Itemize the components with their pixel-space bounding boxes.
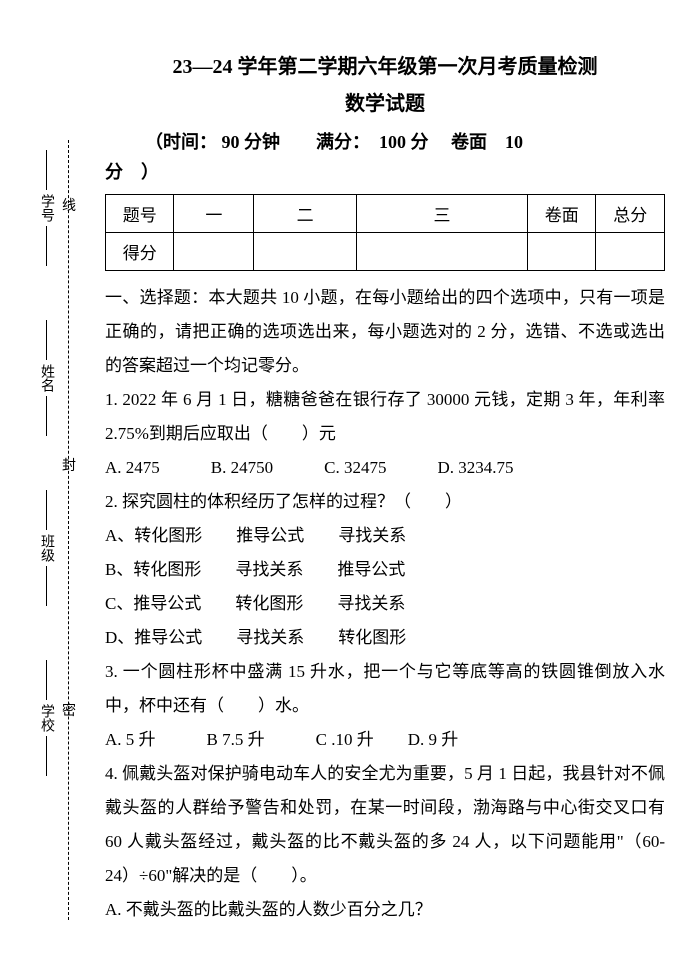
q3-options: A. 5 升 B 7.5 升 C .10 升 D. 9 升 <box>105 723 665 757</box>
td-blank <box>174 233 254 271</box>
q2-opt-c: C、推导公式 转化图形 寻找关系 <box>105 587 665 621</box>
table-row: 题号 一 二 三 卷面 总分 <box>106 195 665 233</box>
vline <box>46 736 47 776</box>
label-xuehao-group: 学号 <box>26 150 66 266</box>
vline <box>46 490 47 530</box>
questions-body: 一、选择题：本大题共 10 小题，在每小题给出的四个选项中，只有一项是正确的，请… <box>105 281 665 927</box>
td-label: 得分 <box>106 233 174 271</box>
td-blank <box>596 233 665 271</box>
q4-text: 4. 佩戴头盔对保护骑电动车人的安全尤为重要，5 月 1 日起，我县针对不佩戴头… <box>105 757 665 893</box>
th-three: 三 <box>356 195 527 233</box>
vline <box>46 660 47 700</box>
label-banji-group: 班级 <box>26 490 66 606</box>
exam-info-line2: 分 ） <box>105 158 665 184</box>
seal-mi: 密 <box>62 700 76 720</box>
q3-text: 3. 一个圆柱形杯中盛满 15 升水，把一个与它等底等高的铁圆锥倒放入水中，杯中… <box>105 655 665 723</box>
section-intro: 一、选择题：本大题共 10 小题，在每小题给出的四个选项中，只有一项是正确的，请… <box>105 281 665 383</box>
q4-opt-a: A. 不戴头盔的比戴头盔的人数少百分之几？ <box>105 893 665 927</box>
th-two: 二 <box>254 195 357 233</box>
main-content: 23—24 学年第二学期六年级第一次月考质量检测 数学试题 （时间： 90 分钟… <box>105 50 665 927</box>
q2-opt-d: D、推导公式 寻找关系 转化图形 <box>105 621 665 655</box>
td-blank <box>254 233 357 271</box>
seal-xian: 线 <box>62 195 76 215</box>
td-blank <box>356 233 527 271</box>
vline <box>46 320 47 360</box>
q1-options: A. 2475 B. 24750 C. 32475 D. 3234.75 <box>105 451 665 485</box>
fold-dashed-line <box>68 140 69 920</box>
label-banji: 班级 <box>36 534 56 562</box>
vline <box>46 566 47 606</box>
label-xuexiao: 学校 <box>36 704 56 732</box>
label-xuehao: 学号 <box>36 194 56 222</box>
th-one: 一 <box>174 195 254 233</box>
label-xingming-group: 姓名 <box>26 320 66 436</box>
vline <box>46 150 47 190</box>
table-row: 得分 <box>106 233 665 271</box>
exam-title-line1: 23—24 学年第二学期六年级第一次月考质量检测 <box>105 50 665 79</box>
exam-info-line1: （时间： 90 分钟 满分： 100 分 卷面 10 <box>105 128 665 154</box>
label-xingming: 姓名 <box>36 364 56 392</box>
q2-opt-b: B、转化图形 寻找关系 推导公式 <box>105 553 665 587</box>
score-table: 题号 一 二 三 卷面 总分 得分 <box>105 194 665 271</box>
binding-sidebar: 学号 线 姓名 封 班级 学校 密 <box>18 0 93 968</box>
vline <box>46 226 47 266</box>
th-total: 总分 <box>596 195 665 233</box>
th-label: 题号 <box>106 195 174 233</box>
q1-text: 1. 2022 年 6 月 1 日，糖糖爸爸在银行存了 30000 元钱，定期 … <box>105 383 665 451</box>
label-xuexiao-group: 学校 <box>26 660 66 776</box>
th-juanmian: 卷面 <box>528 195 596 233</box>
td-blank <box>528 233 596 271</box>
q2-opt-a: A、转化图形 推导公式 寻找关系 <box>105 519 665 553</box>
seal-feng: 封 <box>62 455 76 475</box>
q2-text: 2. 探究圆柱的体积经历了怎样的过程？（ ） <box>105 485 665 519</box>
exam-title-line2: 数学试题 <box>105 87 665 116</box>
vline <box>46 396 47 436</box>
